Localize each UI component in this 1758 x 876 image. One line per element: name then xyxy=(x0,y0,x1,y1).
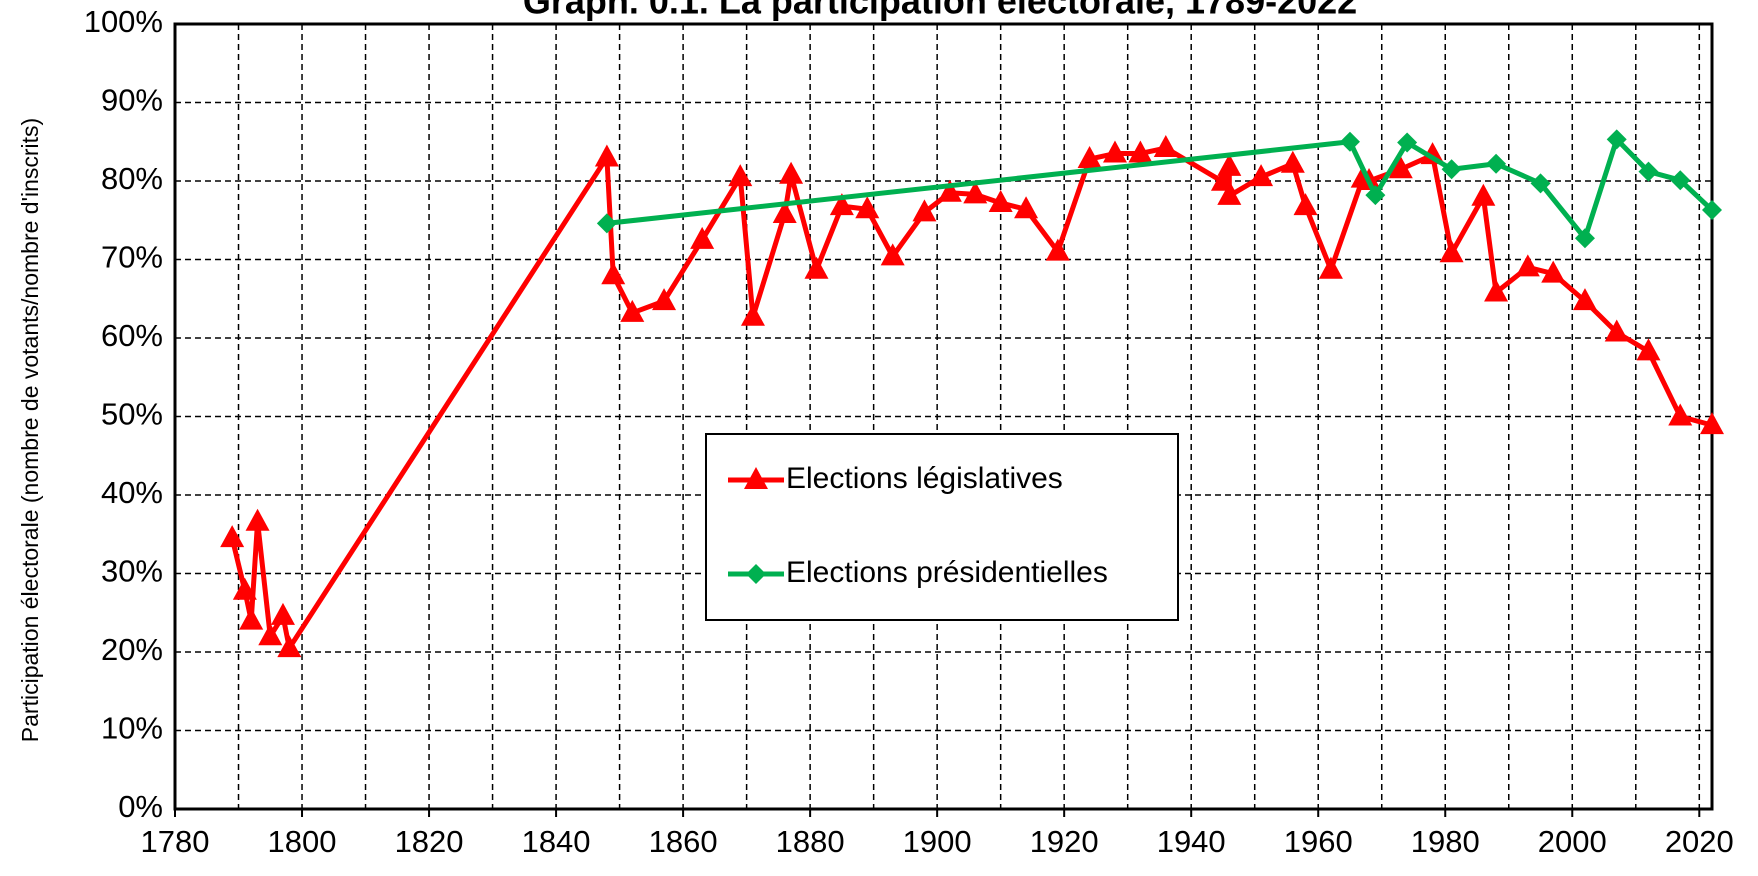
y-tick-label: 20% xyxy=(101,632,163,667)
triangle-marker xyxy=(601,262,626,285)
x-tick-label: 1980 xyxy=(1411,824,1480,859)
triangle-marker xyxy=(1471,183,1496,206)
triangle-marker xyxy=(1318,256,1343,279)
triangle-marker xyxy=(988,189,1013,212)
triangle-marker xyxy=(1280,150,1305,173)
x-tick-label: 1920 xyxy=(1030,824,1099,859)
triangle-marker xyxy=(1153,135,1178,158)
triangle-marker xyxy=(1515,254,1540,277)
diamond-marker xyxy=(1441,159,1462,180)
diamond-marker xyxy=(1638,161,1659,182)
legend-box xyxy=(705,433,1179,621)
triangle-marker xyxy=(594,144,619,167)
triangle-marker xyxy=(772,200,797,223)
triangle-marker xyxy=(1636,338,1661,361)
triangle-marker xyxy=(1572,288,1597,311)
triangle-marker xyxy=(1484,279,1509,302)
triangle-marker xyxy=(744,467,768,489)
triangle-marker xyxy=(1541,260,1566,283)
triangle-marker xyxy=(880,243,905,266)
diamond-marker xyxy=(1530,173,1551,194)
triangle-marker xyxy=(728,164,753,187)
triangle-marker xyxy=(963,181,988,204)
triangle-marker xyxy=(652,288,677,311)
triangle-marker xyxy=(1700,412,1724,435)
triangle-marker xyxy=(270,602,295,625)
y-tick-label: 10% xyxy=(101,711,163,746)
triangle-marker xyxy=(1077,146,1102,169)
triangle-marker xyxy=(1128,140,1153,163)
triangle-marker xyxy=(937,179,962,202)
x-tick-label: 1820 xyxy=(395,824,464,859)
triangle-marker xyxy=(1102,140,1127,163)
x-tick-label: 2020 xyxy=(1665,824,1734,859)
x-tick-label: 1900 xyxy=(903,824,972,859)
y-axis-title: Participation électorale (nombre de vota… xyxy=(17,118,43,742)
triangle-marker xyxy=(239,607,264,630)
diamond-marker xyxy=(1702,200,1722,221)
diamond-marker xyxy=(1365,185,1386,206)
legend: Elections législatives Elections présiden… xyxy=(705,433,1179,621)
x-tick-label: 1780 xyxy=(141,824,210,859)
y-tick-label: 40% xyxy=(101,475,163,510)
triangle-marker xyxy=(1045,238,1070,261)
triangle-marker xyxy=(1293,193,1318,216)
triangle-marker xyxy=(1217,153,1242,176)
diamond-marker xyxy=(746,564,766,584)
x-tick-label: 2000 xyxy=(1538,824,1607,859)
triangle-marker xyxy=(277,635,302,658)
diamond-marker xyxy=(1606,129,1627,150)
diamond-marker xyxy=(1486,153,1507,174)
y-tick-label: 90% xyxy=(101,83,163,118)
triangle-marker xyxy=(1668,403,1693,426)
y-tick-label: 100% xyxy=(84,4,163,39)
chart-title: Graph. 0.1. La participation électorale,… xyxy=(523,0,1357,22)
triangle-marker xyxy=(829,193,854,216)
y-tick-label: 30% xyxy=(101,554,163,589)
triangle-marker xyxy=(1439,240,1464,263)
triangle-marker xyxy=(804,256,829,279)
triangle-marker xyxy=(1014,196,1039,219)
triangle-marker xyxy=(232,577,257,600)
triangle-marker xyxy=(1249,164,1274,187)
y-tick-label: 70% xyxy=(101,240,163,275)
triangle-marker xyxy=(1217,182,1242,205)
triangle-marker xyxy=(620,299,645,322)
x-tick-label: 1800 xyxy=(268,824,337,859)
diamond-marker xyxy=(1574,228,1595,249)
triangle-marker xyxy=(779,161,804,184)
triangle-marker xyxy=(220,525,245,548)
diamond-marker xyxy=(596,213,617,234)
triangle-marker xyxy=(740,303,765,326)
triangle-marker xyxy=(690,226,715,249)
diamond-marker xyxy=(1339,131,1360,152)
y-tick-label: 80% xyxy=(101,161,163,196)
triangle-marker xyxy=(912,199,937,222)
x-tick-label: 1860 xyxy=(649,824,718,859)
x-tick-label: 1960 xyxy=(1284,824,1353,859)
x-tick-label: 1840 xyxy=(522,824,591,859)
triangle-marker xyxy=(1604,319,1629,342)
triangle-marker xyxy=(1388,156,1413,179)
diamond-marker xyxy=(1670,170,1691,191)
y-tick-label: 50% xyxy=(101,397,163,432)
legend-label: Elections législatives xyxy=(786,462,1063,495)
diamond-marker xyxy=(1397,132,1418,153)
triangle-marker xyxy=(855,196,880,219)
legend-label: Elections présidentielles xyxy=(786,556,1108,589)
y-tick-label: 60% xyxy=(101,318,163,353)
x-tick-label: 1940 xyxy=(1157,824,1226,859)
triangle-marker xyxy=(258,623,283,646)
triangle-marker xyxy=(245,508,270,531)
y-tick-label: 0% xyxy=(118,789,163,824)
x-tick-label: 1880 xyxy=(776,824,845,859)
